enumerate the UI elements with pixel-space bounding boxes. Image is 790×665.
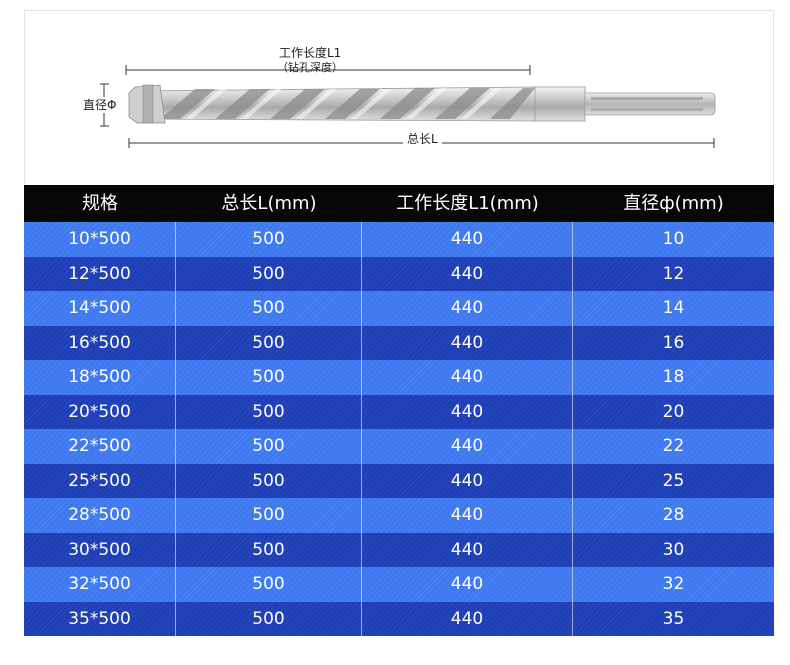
diameter-cell: 22 xyxy=(662,436,685,456)
spec-cell: 12*500 xyxy=(24,256,176,291)
diameter-cell: 32 xyxy=(662,574,685,594)
table-body: 10*500 500 440 10 12*500 500 440 12 14*500 500 440… xyxy=(24,222,774,636)
table-row: 16*500 500 440 16 xyxy=(24,325,774,360)
working-length-cell: 440 xyxy=(362,222,573,257)
table-row: 22*500 500 440 22 xyxy=(24,429,774,464)
spec-cell: 32*500 xyxy=(24,567,176,602)
drill-bit xyxy=(128,84,716,124)
total-length-cell: 500 xyxy=(176,394,362,429)
working-length-dimension xyxy=(125,65,531,75)
working-length-cell: 440 xyxy=(362,498,573,533)
table-row: 12*500 500 440 12 xyxy=(24,256,774,291)
diameter-cell: 20 xyxy=(662,401,685,422)
working-length-cell: 440 xyxy=(362,429,573,464)
table-row: 35*500 500 440 35 xyxy=(24,601,774,636)
working-length-cell: 440 xyxy=(362,360,573,395)
diameter-cell: 25 xyxy=(662,470,685,491)
spec-table: 规格 总长L(mm) 工作长度L1(mm) 直径ф(mm) 10*500 500 4… xyxy=(24,185,774,636)
total-length-cell: 500 xyxy=(176,222,362,257)
diameter-cell: 10 xyxy=(662,229,685,249)
working-length-cell: 440 xyxy=(362,291,573,326)
spec-cell: 10*500 xyxy=(24,222,176,257)
diameter-cell: 28 xyxy=(662,505,685,525)
total-length-cell: 500 xyxy=(176,325,362,360)
header-total-length: 总长L(mm) xyxy=(221,193,317,214)
working-length-note: （钻孔深度） xyxy=(277,61,343,74)
spec-cell: 25*500 xyxy=(24,463,176,498)
drill-diagram: 工作长度L1 （钻孔深度） 直径Φ 总长L xyxy=(24,10,774,185)
total-length-cell: 500 xyxy=(176,360,362,395)
table-row: 10*500 500 440 10 xyxy=(24,222,774,257)
table-row: 32*500 500 440 32 xyxy=(24,567,774,602)
spec-cell: 14*500 xyxy=(24,291,176,326)
working-length-cell: 440 xyxy=(362,325,573,360)
working-length-cell: 440 xyxy=(362,256,573,291)
working-length-cell: 440 xyxy=(362,463,573,498)
working-length-cell: 440 xyxy=(362,567,573,602)
working-length-cell: 440 xyxy=(362,394,573,429)
header-spec: 规格 xyxy=(82,193,118,214)
total-length-cell: 500 xyxy=(176,291,362,326)
working-length-label: 工作长度L1 xyxy=(279,46,342,60)
total-length-label: 总长L xyxy=(403,133,442,145)
spec-cell: 22*500 xyxy=(24,429,176,464)
working-length-cell: 440 xyxy=(362,532,573,567)
spec-cell: 16*500 xyxy=(24,325,176,360)
diameter-cell: 16 xyxy=(662,332,685,353)
drill-bit-icon xyxy=(100,65,716,148)
diameter-cell: 35 xyxy=(662,608,685,629)
table-row: 20*500 500 440 20 xyxy=(24,394,774,429)
table-row: 30*500 500 440 30 xyxy=(24,532,774,567)
diameter-label: 直径Φ xyxy=(83,98,117,112)
spec-cell: 28*500 xyxy=(24,498,176,533)
spec-cell: 30*500 xyxy=(24,532,176,567)
spec-cell: 20*500 xyxy=(24,394,176,429)
total-length-cell: 500 xyxy=(176,567,362,602)
diameter-cell: 18 xyxy=(662,367,685,387)
spec-cell: 35*500 xyxy=(24,601,176,636)
diameter-cell: 14 xyxy=(662,298,685,318)
header-working-length: 工作长度L1(mm) xyxy=(396,193,539,214)
working-length-cell: 440 xyxy=(362,601,573,636)
header-diameter: 直径ф(mm) xyxy=(623,193,724,214)
total-length-cell: 500 xyxy=(176,601,362,636)
table-row: 28*500 500 440 28 xyxy=(24,498,774,533)
total-length-cell: 500 xyxy=(176,498,362,533)
table-row: 25*500 500 440 25 xyxy=(24,463,774,498)
total-length-cell: 500 xyxy=(176,256,362,291)
diameter-cell: 30 xyxy=(662,539,685,560)
total-length-cell: 500 xyxy=(176,532,362,567)
diameter-dimension xyxy=(100,83,109,127)
total-length-cell: 500 xyxy=(176,463,362,498)
spec-cell: 18*500 xyxy=(24,360,176,395)
total-length-cell: 500 xyxy=(176,429,362,464)
table-row: 18*500 500 440 18 xyxy=(24,360,774,395)
table-header: 规格 总长L(mm) 工作长度L1(mm) 直径ф(mm) xyxy=(24,185,774,222)
table-row: 14*500 500 440 14 xyxy=(24,291,774,326)
diameter-cell: 12 xyxy=(662,263,685,284)
